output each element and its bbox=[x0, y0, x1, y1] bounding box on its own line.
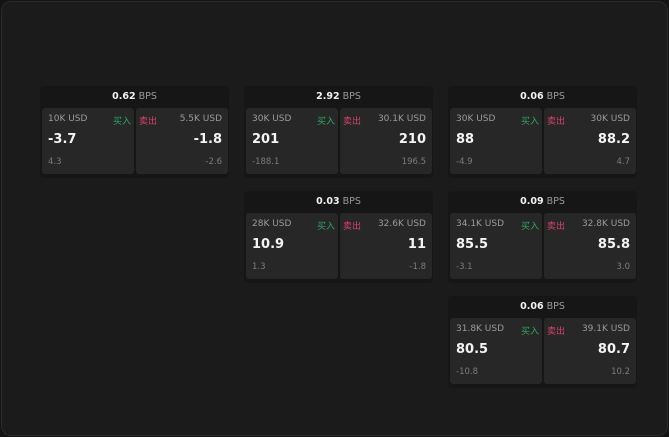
spread-value: 0.03 bbox=[316, 196, 340, 207]
buy-button[interactable]: 31.8K USD 买入 80.5 -10.8 bbox=[450, 318, 542, 384]
sell-change: -2.6 bbox=[205, 157, 222, 167]
sell-price: 210 bbox=[398, 132, 426, 147]
spread-header: 2.92 BPS bbox=[244, 86, 433, 107]
buy-change: -188.1 bbox=[252, 157, 280, 167]
sell-price: -1.8 bbox=[193, 132, 222, 147]
sell-label: 卖出 bbox=[343, 222, 362, 232]
spread-header: 0.06 BPS bbox=[448, 296, 637, 317]
buy-price: 201 bbox=[252, 132, 280, 147]
buy-quantity: 31.8K USD bbox=[456, 324, 505, 334]
quote-card: 0.09 BPS 34.1K USD 买入 85.5 -3.1 32.8K US… bbox=[448, 191, 637, 283]
buy-button[interactable]: 10K USD 买入 -3.7 4.3 bbox=[42, 108, 134, 174]
buy-change: 1.3 bbox=[252, 262, 266, 272]
sell-quantity: 32.6K USD bbox=[377, 219, 426, 229]
buy-quantity: 10K USD bbox=[48, 114, 88, 124]
sell-change: 196.5 bbox=[401, 157, 426, 167]
buy-label: 买入 bbox=[316, 117, 335, 127]
sell-quantity: 30K USD bbox=[590, 114, 630, 124]
sell-price: 85.8 bbox=[597, 237, 630, 252]
buy-change: 4.3 bbox=[48, 157, 62, 167]
sell-quantity: 30.1K USD bbox=[377, 114, 426, 124]
buy-quantity: 28K USD bbox=[252, 219, 292, 229]
sell-button[interactable]: 32.6K USD 卖出 11 -1.8 bbox=[340, 213, 432, 279]
sell-button[interactable]: 32.8K USD 卖出 85.8 3.0 bbox=[544, 213, 636, 279]
buy-quantity: 30K USD bbox=[456, 114, 496, 124]
quote-card: 0.03 BPS 28K USD 买入 10.9 1.3 32.6K USD 卖… bbox=[244, 191, 433, 283]
sell-change: 4.7 bbox=[616, 157, 630, 167]
spread-header: 0.62 BPS bbox=[40, 86, 229, 107]
buy-button[interactable]: 34.1K USD 买入 85.5 -3.1 bbox=[450, 213, 542, 279]
sell-price: 11 bbox=[407, 237, 426, 252]
sell-button[interactable]: 30.1K USD 卖出 210 196.5 bbox=[340, 108, 432, 174]
sell-label: 卖出 bbox=[547, 327, 566, 337]
sell-price: 80.7 bbox=[597, 342, 630, 357]
sell-label: 卖出 bbox=[547, 117, 566, 127]
sell-label: 卖出 bbox=[139, 117, 158, 127]
sell-label: 卖出 bbox=[547, 222, 566, 232]
buy-change: -10.8 bbox=[456, 367, 478, 377]
spread-unit: BPS bbox=[546, 196, 565, 207]
spread-value: 0.09 bbox=[520, 196, 544, 207]
spread-header: 0.09 BPS bbox=[448, 191, 637, 212]
sell-quantity: 32.8K USD bbox=[581, 219, 630, 229]
buy-button[interactable]: 28K USD 买入 10.9 1.3 bbox=[246, 213, 338, 279]
sell-button[interactable]: 30K USD 卖出 88.2 4.7 bbox=[544, 108, 636, 174]
spread-value: 0.06 bbox=[520, 91, 544, 102]
spread-unit: BPS bbox=[546, 91, 565, 102]
buy-change: -4.9 bbox=[456, 157, 473, 167]
spread-unit: BPS bbox=[138, 91, 157, 102]
buy-label: 买入 bbox=[112, 117, 131, 127]
spread-unit: BPS bbox=[342, 91, 361, 102]
buy-change: -3.1 bbox=[456, 262, 473, 272]
sell-label: 卖出 bbox=[343, 117, 362, 127]
spread-value: 0.06 bbox=[520, 301, 544, 312]
sell-quantity: 5.5K USD bbox=[179, 114, 222, 124]
sell-button[interactable]: 5.5K USD 卖出 -1.8 -2.6 bbox=[136, 108, 228, 174]
spread-header: 0.03 BPS bbox=[244, 191, 433, 212]
spread-value: 2.92 bbox=[316, 91, 340, 102]
buy-label: 买入 bbox=[520, 222, 539, 232]
sell-price: 88.2 bbox=[597, 132, 630, 147]
quote-card: 0.06 BPS 31.8K USD 买入 80.5 -10.8 39.1K U… bbox=[448, 296, 637, 388]
buy-price: -3.7 bbox=[48, 132, 77, 147]
buy-price: 10.9 bbox=[252, 237, 285, 252]
quote-card: 2.92 BPS 30K USD 买入 201 -188.1 30.1K USD… bbox=[244, 86, 433, 178]
sell-change: 3.0 bbox=[616, 262, 630, 272]
buy-button[interactable]: 30K USD 买入 201 -188.1 bbox=[246, 108, 338, 174]
spread-value: 0.62 bbox=[112, 91, 136, 102]
spread-unit: BPS bbox=[342, 196, 361, 207]
sell-change: -1.8 bbox=[409, 262, 426, 272]
buy-button[interactable]: 30K USD 买入 88 -4.9 bbox=[450, 108, 542, 174]
buy-price: 80.5 bbox=[456, 342, 489, 357]
buy-price: 88 bbox=[456, 132, 475, 147]
buy-quantity: 34.1K USD bbox=[456, 219, 505, 229]
buy-quantity: 30K USD bbox=[252, 114, 292, 124]
buy-label: 买入 bbox=[520, 117, 539, 127]
buy-label: 买入 bbox=[316, 222, 335, 232]
sell-quantity: 39.1K USD bbox=[581, 324, 630, 334]
spread-unit: BPS bbox=[546, 301, 565, 312]
quote-card: 0.06 BPS 30K USD 买入 88 -4.9 30K USD 卖出 8… bbox=[448, 86, 637, 178]
buy-label: 买入 bbox=[520, 327, 539, 337]
sell-change: 10.2 bbox=[611, 367, 630, 377]
buy-price: 85.5 bbox=[456, 237, 489, 252]
spread-header: 0.06 BPS bbox=[448, 86, 637, 107]
sell-button[interactable]: 39.1K USD 卖出 80.7 10.2 bbox=[544, 318, 636, 384]
quote-card: 0.62 BPS 10K USD 买入 -3.7 4.3 5.5K USD 卖出… bbox=[40, 86, 229, 178]
